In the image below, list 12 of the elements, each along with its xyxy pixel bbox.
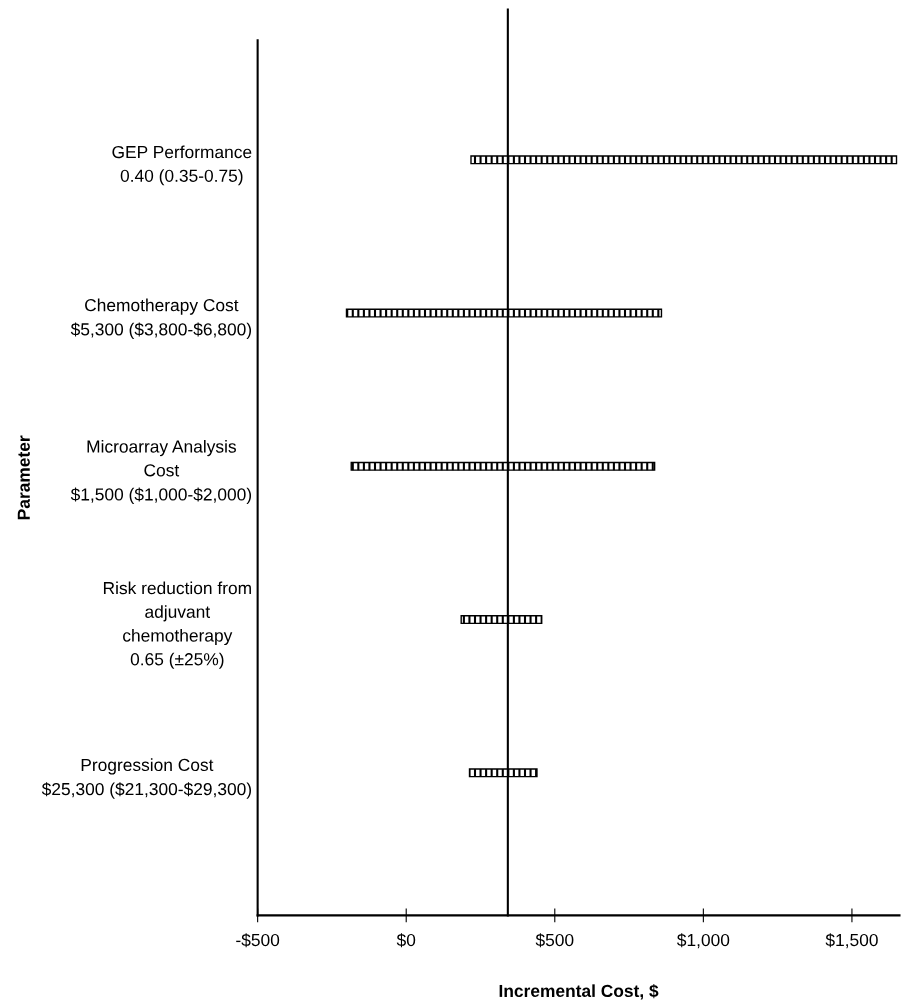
- x-tick-label: $500: [535, 933, 574, 948]
- x-tick-label: $0: [396, 933, 416, 948]
- y-axis-title: Parameter: [17, 435, 30, 520]
- y-tick-label: Microarray Analysis Cost $1,500 ($1,000-$2,000): [70, 439, 252, 505]
- x-tick-label: -$500: [236, 933, 280, 948]
- x-axis-title: Incremental Cost, $: [499, 984, 659, 1000]
- x-tick-label: $1,500: [825, 933, 878, 949]
- y-tick-label: Risk reduction from adjuvant chemotherapy 0.65 (±25%): [103, 581, 251, 669]
- x-tick-label: $1,000: [677, 933, 730, 949]
- y-tick-label: Chemotherapy Cost $5,300 ($3,800-$6,800): [70, 298, 252, 339]
- y-tick-label: GEP Performance 0.40 (0.35-0.75): [112, 145, 252, 186]
- y-tick-label: Progression Cost $25,300 ($21,300-$29,300): [41, 758, 252, 799]
